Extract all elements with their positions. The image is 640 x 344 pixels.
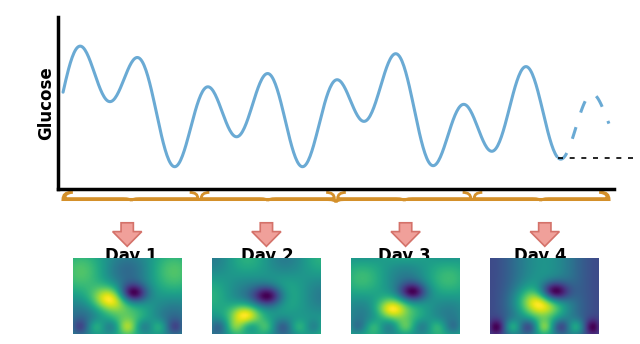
FancyArrow shape: [113, 223, 142, 246]
FancyArrow shape: [252, 223, 281, 246]
FancyArrow shape: [530, 223, 559, 246]
Text: Day 1: Day 1: [105, 247, 157, 265]
Y-axis label: Glucose: Glucose: [37, 66, 55, 140]
Text: Day 3: Day 3: [378, 247, 431, 265]
FancyArrow shape: [391, 223, 420, 246]
Text: Day 4: Day 4: [515, 247, 567, 265]
Text: Day 2: Day 2: [241, 247, 294, 265]
